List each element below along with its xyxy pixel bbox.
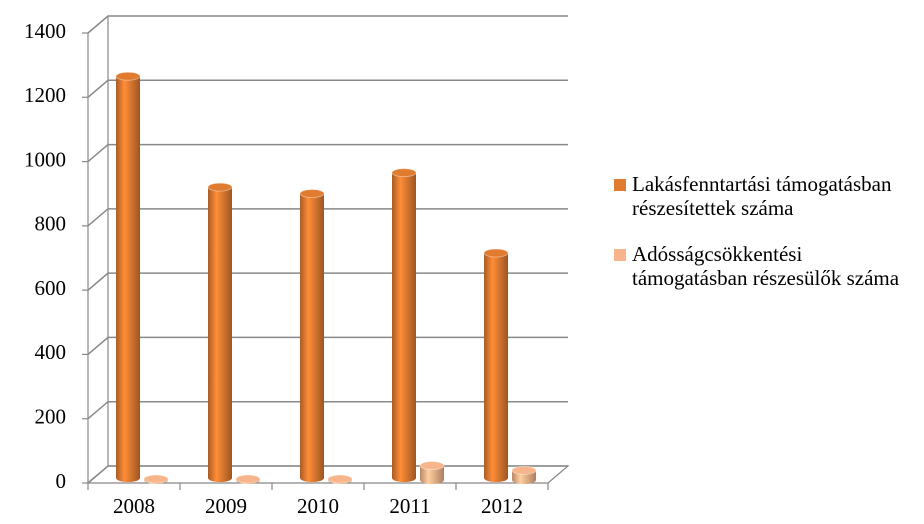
y-tick-label: 1200 (24, 83, 66, 107)
legend-item: Lakásfenntartási támogatásban részesítet… (614, 172, 920, 220)
bar-bottom (484, 474, 508, 482)
y-tick-label: 1000 (24, 147, 66, 171)
bar-top (327, 474, 353, 484)
x-tick-label: 2010 (297, 494, 339, 518)
bar (116, 76, 140, 478)
bar-top (511, 465, 537, 475)
grid-line (87, 15, 568, 34)
grid-line (87, 208, 568, 227)
y-tick-label: 1400 (24, 19, 66, 43)
legend: Lakásfenntartási támogatásban részesítet… (614, 172, 920, 312)
bar-bottom (420, 476, 444, 484)
bar-bottom (208, 474, 232, 482)
x-tick-label: 2011 (389, 494, 430, 518)
bar (512, 470, 536, 480)
legend-label: Lakásfenntartási támogatásban részesítet… (632, 172, 892, 220)
bar-bottom (392, 474, 416, 482)
bar-top (235, 474, 261, 484)
grid-line (87, 79, 568, 98)
x-tick-label: 2009 (205, 494, 247, 518)
bar-top (391, 168, 417, 178)
grid-line (87, 143, 568, 163)
bar-bottom (300, 474, 324, 482)
bar (208, 187, 232, 478)
bar-bottom (512, 476, 536, 484)
bar-top (483, 248, 509, 258)
bar (392, 172, 416, 478)
bar-top (207, 182, 233, 192)
legend-item: Adósságcsökkentési támogatásban részesül… (614, 242, 920, 290)
bar-bottom (116, 474, 140, 482)
y-tick-label: 800 (35, 212, 67, 236)
bar-top (143, 474, 169, 484)
legend-swatch (614, 179, 626, 191)
y-tick-label: 600 (35, 276, 67, 300)
legend-label: Adósságcsökkentési támogatásban részesül… (632, 242, 900, 290)
y-tick-label: 200 (35, 405, 67, 429)
bar-top (299, 189, 325, 199)
bar (300, 193, 324, 479)
y-tick-label: 400 (35, 340, 67, 364)
bar-top (115, 71, 141, 81)
bar-top (419, 461, 445, 471)
x-tick-label: 2012 (481, 494, 523, 518)
bar (420, 465, 444, 480)
bar (484, 253, 508, 478)
legend-swatch (614, 249, 626, 261)
y-tick-label: 0 (56, 469, 67, 493)
x-tick-label: 2008 (113, 494, 155, 518)
